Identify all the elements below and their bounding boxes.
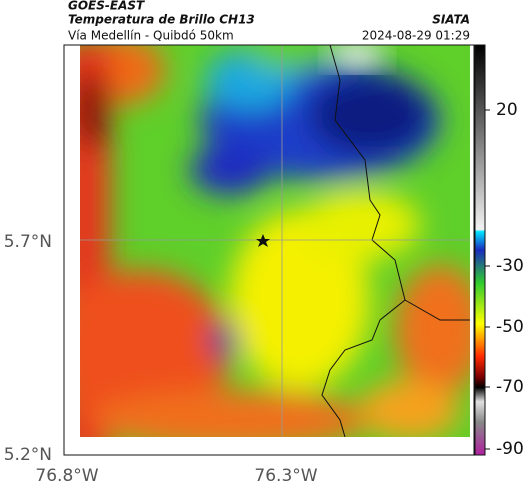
colorbar-tick-label: -30 xyxy=(496,256,524,276)
satellite-image xyxy=(80,45,470,437)
lat-label: 5.7°N xyxy=(4,232,52,252)
colorbar-tick-label: -70 xyxy=(496,377,524,397)
lon-label: 76.3°W xyxy=(254,466,317,486)
location-marker xyxy=(256,234,270,247)
product: Temperatura de Brillo CH13 xyxy=(68,13,255,27)
route: Vía Medellín - Quibdó 50km xyxy=(68,29,234,43)
lat-label: 5.2°N xyxy=(4,445,52,465)
colorbar-tick-label: 20 xyxy=(496,100,518,120)
colorbar-tick-label: -50 xyxy=(496,317,524,337)
colorbar xyxy=(474,44,486,456)
map-frame xyxy=(63,44,475,456)
lon-label: 76.8°W xyxy=(35,466,98,486)
satellite: GOES-EAST xyxy=(68,0,145,13)
colorbar-tick-label: -90 xyxy=(496,439,524,459)
source: SIATA xyxy=(432,13,470,27)
colorbar-ticks xyxy=(485,109,490,450)
timestamp: 2024-08-29 01:29 xyxy=(362,29,470,43)
